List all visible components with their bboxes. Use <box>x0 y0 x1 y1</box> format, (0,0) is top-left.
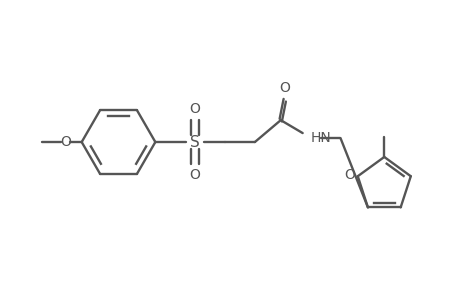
Text: O: O <box>60 135 71 149</box>
Text: S: S <box>190 134 200 149</box>
Text: O: O <box>343 168 354 182</box>
Text: HN: HN <box>310 131 330 145</box>
Text: O: O <box>189 168 200 182</box>
Text: O: O <box>279 81 290 95</box>
Text: O: O <box>189 102 200 116</box>
